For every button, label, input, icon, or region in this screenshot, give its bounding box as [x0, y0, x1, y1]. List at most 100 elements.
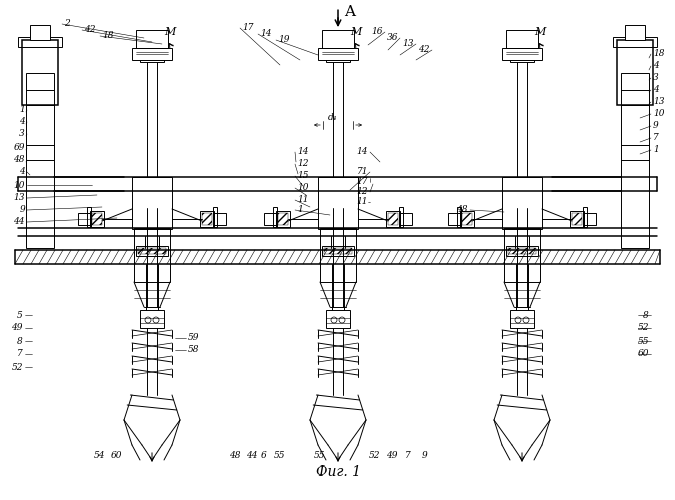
Text: 3: 3	[653, 74, 659, 82]
Bar	[460, 211, 474, 227]
Text: d₄: d₄	[328, 112, 338, 122]
Bar	[583, 207, 587, 227]
Bar	[508, 248, 536, 254]
Bar	[22, 40, 58, 105]
Text: 4: 4	[653, 86, 659, 94]
Bar	[136, 30, 168, 48]
Bar	[322, 30, 354, 48]
Text: 14: 14	[260, 30, 271, 38]
Text: 9: 9	[653, 122, 659, 130]
Bar	[138, 248, 166, 254]
Bar	[78, 213, 90, 225]
Bar	[264, 213, 276, 225]
Bar	[504, 228, 540, 282]
Bar	[400, 213, 412, 225]
Text: 49: 49	[386, 452, 398, 460]
Bar	[448, 213, 460, 225]
Text: 12: 12	[297, 160, 308, 168]
Bar	[584, 213, 596, 225]
Text: 4: 4	[20, 118, 25, 126]
Bar	[90, 211, 104, 227]
Text: 44: 44	[14, 218, 25, 226]
Text: 17: 17	[242, 24, 254, 32]
Text: M: M	[534, 27, 545, 37]
Text: 55: 55	[315, 452, 326, 460]
Bar	[318, 177, 358, 229]
Bar	[320, 228, 356, 282]
Text: 2: 2	[64, 20, 70, 28]
Bar	[200, 211, 214, 227]
Bar	[214, 213, 226, 225]
Bar	[613, 37, 657, 47]
Text: 10: 10	[14, 180, 25, 190]
Text: 7: 7	[18, 350, 23, 358]
Text: 12: 12	[356, 188, 368, 196]
Bar	[502, 177, 542, 229]
Bar	[510, 310, 534, 328]
Bar	[136, 246, 168, 256]
Bar	[202, 213, 212, 225]
Text: 1: 1	[297, 206, 303, 214]
Text: M: M	[350, 27, 361, 37]
Text: 13: 13	[402, 40, 414, 48]
Bar	[570, 211, 584, 227]
Text: 18: 18	[653, 50, 664, 58]
Bar	[140, 60, 164, 62]
Bar	[318, 48, 358, 60]
Text: 9: 9	[422, 452, 428, 460]
Bar	[273, 207, 277, 227]
Text: A: A	[344, 5, 355, 19]
Bar	[625, 25, 645, 40]
Text: 52: 52	[637, 324, 649, 332]
Text: 52: 52	[369, 452, 381, 460]
Bar	[26, 73, 54, 248]
Text: 3: 3	[20, 130, 25, 138]
Text: 14: 14	[297, 148, 308, 156]
Text: 60: 60	[637, 350, 649, 358]
Text: 71: 71	[356, 168, 368, 176]
Bar	[322, 246, 354, 256]
Bar	[134, 228, 170, 282]
Text: 14: 14	[356, 148, 368, 156]
Text: 36: 36	[387, 34, 398, 42]
Bar	[388, 213, 398, 225]
Text: 16: 16	[371, 28, 383, 36]
Text: 55: 55	[637, 336, 649, 345]
Text: 1: 1	[653, 146, 659, 154]
Bar	[617, 40, 653, 105]
Text: 13: 13	[14, 194, 25, 202]
Text: 6: 6	[261, 452, 267, 460]
Bar	[278, 213, 288, 225]
Text: 7: 7	[653, 134, 659, 142]
Text: 11: 11	[297, 196, 308, 204]
Text: 15: 15	[297, 172, 308, 180]
Text: 17: 17	[356, 178, 368, 186]
Bar	[506, 246, 538, 256]
Bar	[132, 177, 172, 229]
Text: 10: 10	[653, 110, 664, 118]
Text: 42: 42	[418, 46, 430, 54]
Text: 69: 69	[14, 144, 25, 152]
Text: 5: 5	[18, 310, 23, 320]
Bar	[502, 48, 542, 60]
Text: 52: 52	[11, 362, 23, 372]
Text: 1: 1	[20, 106, 25, 114]
Text: Фиг. 1: Фиг. 1	[315, 465, 360, 479]
Bar	[386, 211, 400, 227]
Text: 10: 10	[297, 184, 308, 192]
Text: 42: 42	[84, 26, 95, 35]
Text: 9: 9	[20, 206, 25, 214]
Text: 49: 49	[11, 324, 23, 332]
Bar	[132, 48, 172, 60]
Text: 48: 48	[456, 206, 468, 214]
Text: 13: 13	[653, 98, 664, 106]
Text: M: M	[164, 27, 176, 37]
Bar	[510, 60, 534, 62]
Bar	[92, 213, 102, 225]
Bar	[326, 310, 350, 328]
Bar	[326, 60, 350, 62]
Text: 48: 48	[230, 452, 241, 460]
Text: 60: 60	[110, 452, 122, 460]
Bar	[399, 207, 403, 227]
Text: 11: 11	[356, 198, 368, 206]
